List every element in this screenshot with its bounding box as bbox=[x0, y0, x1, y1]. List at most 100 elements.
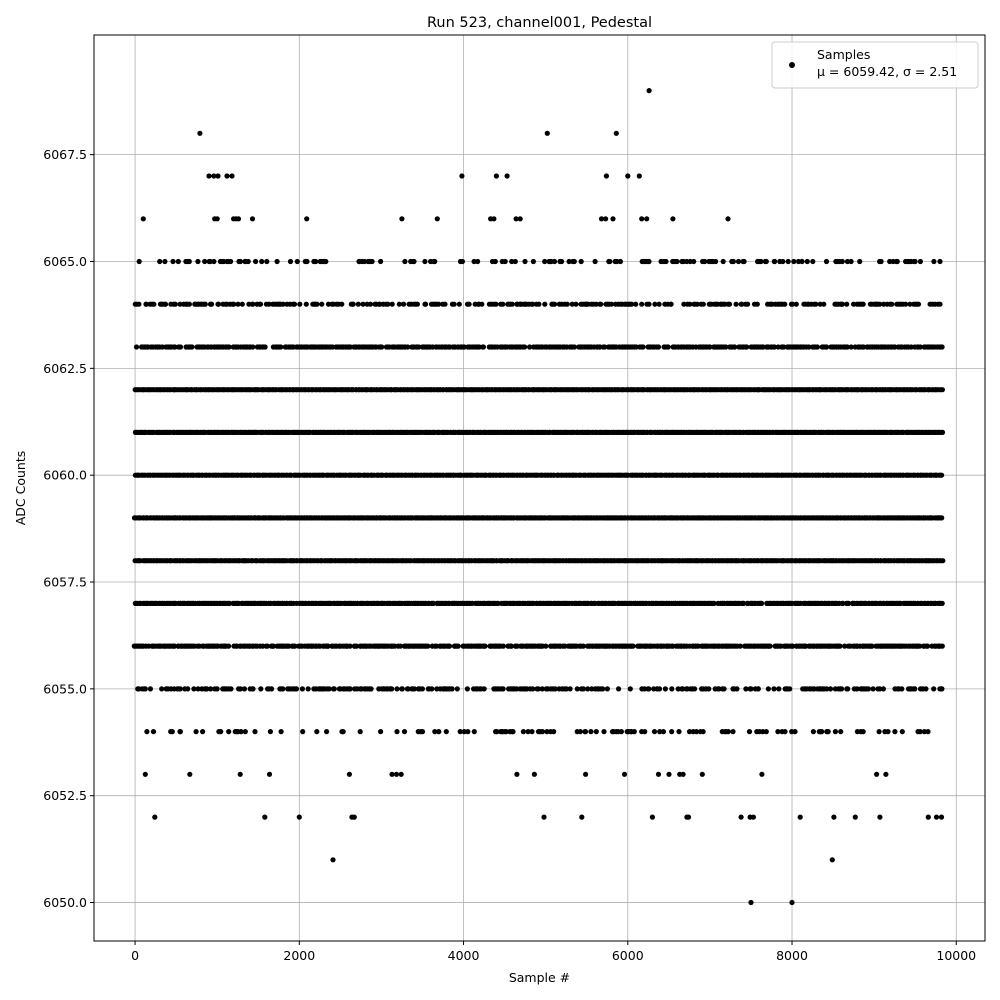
data-point bbox=[331, 686, 337, 692]
data-point bbox=[665, 344, 671, 350]
data-point bbox=[475, 258, 481, 265]
data-point bbox=[782, 729, 788, 735]
data-point bbox=[837, 643, 843, 649]
data-point bbox=[172, 301, 178, 307]
data-point bbox=[692, 686, 698, 692]
data-point bbox=[810, 258, 816, 265]
data-point bbox=[259, 258, 265, 265]
data-point bbox=[646, 686, 652, 692]
data-point bbox=[170, 258, 176, 265]
data-point bbox=[743, 686, 749, 692]
data-point bbox=[530, 686, 536, 692]
data-point bbox=[296, 814, 302, 820]
data-point bbox=[601, 729, 607, 735]
data-point bbox=[706, 686, 712, 692]
data-point bbox=[825, 729, 831, 735]
data-point bbox=[885, 729, 891, 735]
data-point bbox=[588, 729, 594, 735]
data-point bbox=[870, 686, 876, 692]
data-point bbox=[446, 643, 453, 649]
data-point bbox=[799, 258, 805, 265]
data-point bbox=[792, 729, 798, 735]
data-point bbox=[744, 344, 750, 350]
data-point bbox=[456, 301, 462, 307]
data-point bbox=[680, 686, 686, 692]
data-point bbox=[187, 771, 193, 777]
data-point bbox=[720, 258, 726, 265]
data-point bbox=[436, 729, 442, 735]
data-point bbox=[915, 301, 922, 307]
data-point bbox=[270, 643, 276, 649]
data-point bbox=[500, 686, 506, 692]
data-point bbox=[923, 686, 929, 692]
data-point bbox=[889, 301, 895, 307]
data-point bbox=[592, 258, 598, 265]
data-point bbox=[740, 600, 747, 607]
data-point bbox=[819, 729, 825, 735]
data-point bbox=[917, 258, 924, 265]
data-point bbox=[839, 258, 845, 265]
data-point bbox=[142, 771, 148, 777]
data-point bbox=[267, 729, 273, 735]
data-point bbox=[917, 643, 923, 649]
data-point bbox=[144, 729, 150, 735]
data-point bbox=[618, 729, 625, 735]
data-point bbox=[195, 258, 201, 265]
data-point bbox=[829, 857, 835, 863]
data-point bbox=[449, 686, 455, 692]
data-point bbox=[193, 729, 199, 735]
data-point bbox=[578, 258, 584, 265]
data-point bbox=[730, 729, 736, 735]
data-point bbox=[429, 686, 435, 692]
data-point bbox=[502, 258, 508, 265]
data-point bbox=[481, 686, 487, 692]
data-point bbox=[278, 729, 284, 735]
data-point bbox=[854, 686, 860, 692]
data-point bbox=[319, 301, 325, 307]
data-point bbox=[340, 729, 346, 735]
data-point bbox=[509, 301, 515, 307]
data-point bbox=[423, 301, 429, 307]
data-point bbox=[402, 258, 408, 265]
data-point bbox=[585, 686, 591, 692]
data-point bbox=[821, 301, 827, 307]
data-point bbox=[455, 643, 461, 649]
data-point bbox=[330, 857, 336, 863]
data-point bbox=[925, 814, 931, 820]
data-point bbox=[621, 771, 628, 777]
data-point bbox=[136, 258, 142, 265]
data-point bbox=[257, 301, 264, 307]
data-point bbox=[939, 429, 946, 435]
data-point bbox=[264, 643, 270, 649]
data-point bbox=[226, 643, 232, 649]
data-point bbox=[494, 729, 500, 735]
data-point bbox=[378, 258, 384, 265]
data-point bbox=[787, 686, 793, 692]
data-point bbox=[394, 686, 400, 692]
data-point bbox=[842, 643, 848, 649]
data-points bbox=[131, 88, 946, 906]
data-point bbox=[211, 258, 217, 265]
data-point bbox=[931, 258, 937, 265]
data-point bbox=[465, 729, 471, 735]
data-point bbox=[539, 729, 546, 735]
data-point bbox=[600, 686, 606, 692]
data-point bbox=[713, 258, 719, 265]
data-point bbox=[832, 729, 839, 735]
data-point bbox=[147, 686, 153, 692]
data-point bbox=[878, 258, 884, 265]
data-point bbox=[443, 729, 449, 735]
data-point bbox=[571, 258, 577, 265]
data-point bbox=[401, 729, 408, 735]
data-point bbox=[542, 301, 548, 307]
data-point bbox=[414, 301, 420, 307]
data-point bbox=[389, 771, 395, 777]
data-point bbox=[142, 686, 148, 692]
data-point bbox=[797, 814, 803, 820]
data-point bbox=[294, 258, 300, 265]
data-point bbox=[399, 686, 405, 692]
data-point bbox=[748, 686, 754, 692]
data-point bbox=[939, 600, 945, 607]
data-point bbox=[464, 686, 470, 692]
